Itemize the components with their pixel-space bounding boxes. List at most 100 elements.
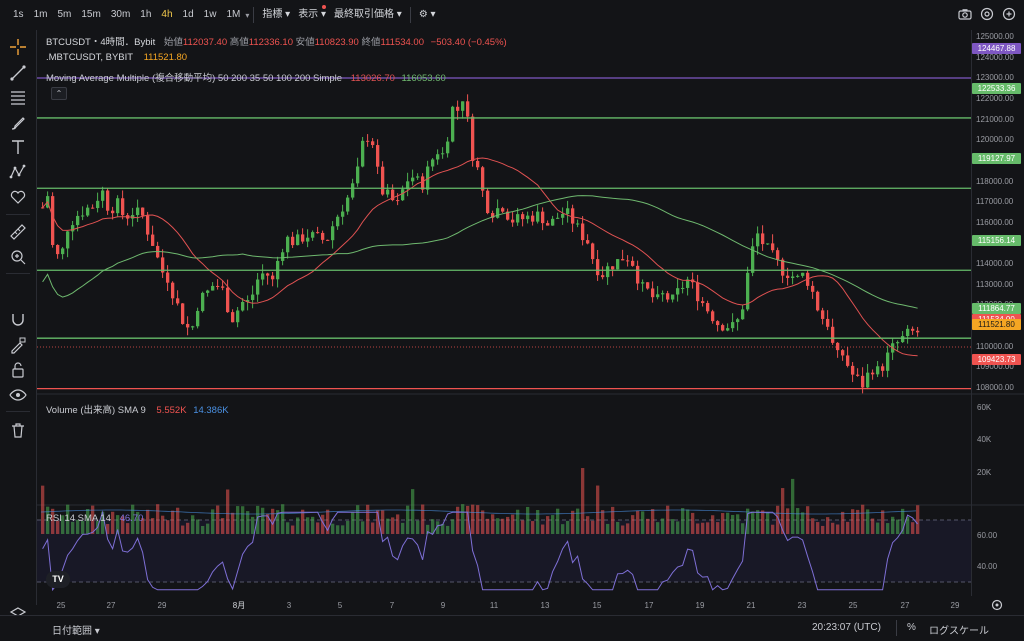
toolbar-divider-2: [409, 7, 411, 23]
candle-body: [556, 217, 560, 219]
candle-body: [811, 285, 815, 292]
volume-bar: [766, 511, 770, 534]
volume-bar: [126, 523, 130, 534]
volume-bar: [116, 515, 120, 534]
crosshair-icon[interactable]: [9, 38, 27, 56]
trash-icon[interactable]: [9, 421, 27, 439]
volume-bar: [631, 515, 635, 534]
fib-icon[interactable]: [9, 88, 27, 106]
volume-bar: [816, 522, 820, 534]
clock[interactable]: 20:23:07 (UTC): [812, 622, 881, 633]
symbol-legend[interactable]: BTCUSDT・4時間．Bybit 始値112037.40 高値112336.1…: [46, 34, 507, 48]
timeframe-1M[interactable]: 1M: [226, 9, 241, 20]
volume-bar: [51, 508, 55, 534]
compare-legend[interactable]: .MBTCUSDT, BYBIT 111521.80: [46, 52, 187, 63]
open-value: 112037.40: [182, 37, 228, 48]
date-range-button[interactable]: 日付範囲 ▾: [52, 626, 100, 637]
candle-body: [516, 214, 520, 223]
volume-legend[interactable]: Volume (出来高) SMA 9 5.552K 14.386K: [46, 402, 229, 416]
fullscreen-icon[interactable]: [1002, 7, 1016, 21]
camera-icon[interactable]: [958, 7, 972, 21]
price-tick: 114000.00: [976, 259, 1014, 269]
price-tick: 121000.00: [976, 114, 1014, 124]
volume-bar: [671, 519, 675, 534]
volume-bar: [66, 504, 70, 534]
rsi-legend[interactable]: RSI 14 SMA 14 46.70: [46, 513, 143, 524]
candle-body: [776, 250, 780, 260]
lock-draw-icon[interactable]: [9, 336, 27, 354]
notification-dot: [322, 5, 327, 9]
volume-bar: [681, 508, 685, 534]
trendline-icon[interactable]: [9, 64, 27, 82]
ma-legend[interactable]: Moving Average Multiple (複合移動平均) 50 200 …: [46, 70, 446, 84]
indicators-button[interactable]: 指標 ▾: [262, 9, 291, 20]
timeframe-1s[interactable]: 1s: [13, 9, 24, 20]
magnet-icon[interactable]: [9, 311, 27, 329]
candle-body: [566, 208, 570, 214]
candle-body: [176, 298, 180, 304]
timeframe-1w[interactable]: 1w: [203, 9, 217, 20]
toolbar-divider-left-3: [6, 411, 30, 412]
time-label: 29: [158, 601, 167, 610]
log-scale-toggle[interactable]: ログスケール: [929, 626, 989, 637]
lock-icon[interactable]: [9, 361, 27, 379]
brush-icon[interactable]: [9, 114, 27, 132]
price-label: 115156.14: [972, 235, 1021, 247]
volume-tick: 20K: [977, 468, 992, 477]
candle-body: [916, 330, 920, 333]
interval-dropdown-icon[interactable]: ▾: [245, 10, 250, 20]
volume-bar: [251, 516, 255, 534]
candle-body: [631, 260, 635, 266]
timeframe-1d[interactable]: 1d: [182, 9, 194, 20]
timeframe-15m[interactable]: 15m: [81, 9, 101, 20]
eye-icon[interactable]: [9, 386, 27, 404]
volume-bar: [551, 515, 555, 534]
candle-body: [816, 291, 820, 311]
top-toolbar: 1s 1m 5m 15m 30m 1h 4h 1d 1w 1M ▾ 指標 ▾ 表示 ▾ 最終取引価…: [0, 0, 1024, 31]
candle-body: [746, 272, 750, 310]
time-label: 3: [287, 601, 292, 610]
candle-body: [396, 200, 400, 202]
settings-gear-icon[interactable]: [980, 7, 994, 21]
volume-bar: [756, 510, 760, 534]
candle-body: [291, 236, 295, 246]
candle-body: [661, 293, 665, 295]
volume-bar: [476, 505, 480, 534]
candle-body: [171, 282, 175, 299]
volume-bar: [231, 512, 235, 534]
settings-dropdown[interactable]: ⚙ ▾: [418, 9, 436, 20]
volume-bar: [856, 509, 860, 534]
timeframe-1m[interactable]: 1m: [33, 9, 48, 20]
candle-body: [896, 342, 900, 344]
ruler-icon[interactable]: [9, 223, 27, 241]
volume-bar: [516, 509, 520, 534]
candle-body: [771, 243, 775, 251]
timeframe-4h[interactable]: 4h: [161, 9, 173, 20]
axis-settings-icon[interactable]: [990, 598, 1004, 612]
heart-icon[interactable]: [9, 188, 27, 206]
candle-body: [246, 300, 250, 302]
timeframe-30m[interactable]: 30m: [110, 9, 131, 20]
volume-bar: [86, 508, 90, 534]
volume-bar: [546, 516, 550, 534]
pattern-icon[interactable]: [9, 163, 27, 181]
timeframe-1h[interactable]: 1h: [140, 9, 152, 20]
chart-pane[interactable]: BTCUSDT・4時間．Bybit 始値112037.40 高値112336.1…: [37, 30, 971, 596]
zoom-in-icon[interactable]: [9, 248, 27, 266]
text-icon[interactable]: [9, 138, 27, 156]
volume-bar: [751, 511, 755, 534]
candle-body: [61, 248, 65, 255]
candle-body: [636, 265, 640, 284]
rsi-value: 46.70: [119, 513, 144, 524]
volume-bar: [176, 507, 180, 534]
time-axis[interactable]: 25 27 29 8月 3 5 7 9 11 13 15 17 19 21 23 25 27 29: [37, 596, 971, 614]
candle-body: [66, 231, 70, 249]
date-range-label: 日付範囲: [52, 626, 92, 637]
percent-toggle[interactable]: %: [907, 622, 916, 633]
chart-canvas[interactable]: [37, 30, 971, 596]
last-price-button[interactable]: 最終取引価格 ▾: [334, 9, 402, 20]
collapse-legend-button[interactable]: ⌃: [51, 87, 67, 100]
timeframe-5m[interactable]: 5m: [57, 9, 72, 20]
volume-bar: [431, 519, 435, 534]
display-button[interactable]: 表示 ▾: [294, 0, 330, 30]
